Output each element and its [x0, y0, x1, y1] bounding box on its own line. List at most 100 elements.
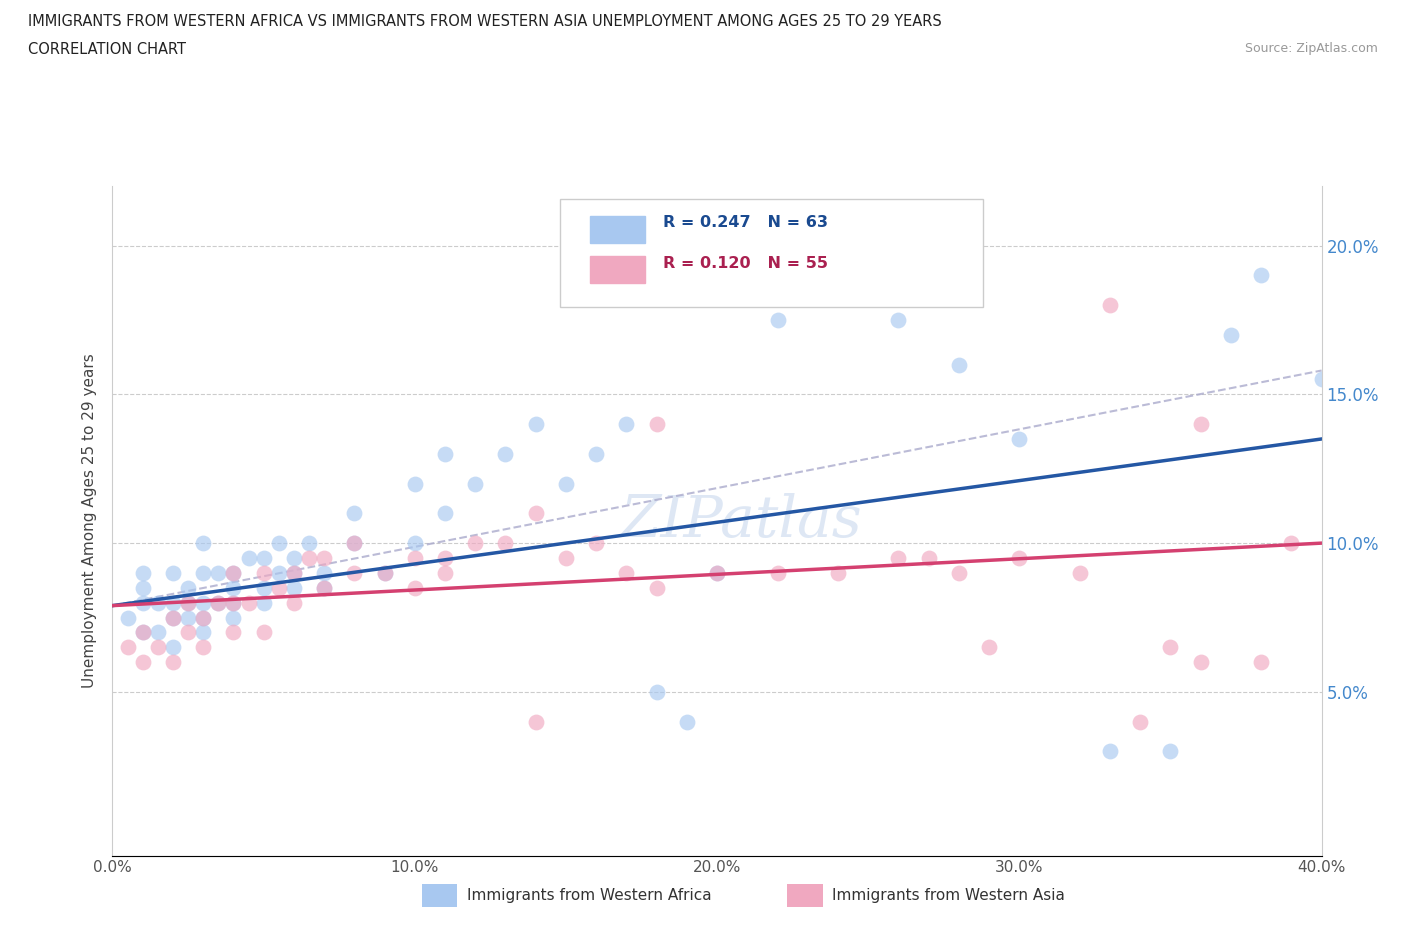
Point — [238, 551, 260, 565]
Point — [433, 446, 456, 461]
Point — [191, 595, 214, 610]
Point — [162, 595, 184, 610]
Point — [827, 565, 849, 580]
Text: Immigrants from Western Africa: Immigrants from Western Africa — [467, 887, 711, 903]
Point — [645, 580, 668, 595]
Point — [1189, 417, 1212, 432]
Point — [616, 565, 638, 580]
Point — [1008, 432, 1031, 446]
Point — [918, 551, 941, 565]
Point — [524, 714, 547, 729]
Point — [585, 446, 607, 461]
Point — [283, 580, 305, 595]
Point — [645, 684, 668, 699]
Point — [464, 476, 486, 491]
Point — [1159, 640, 1181, 655]
Point — [207, 595, 229, 610]
Point — [948, 565, 970, 580]
Point — [222, 565, 245, 580]
Point — [374, 565, 396, 580]
Point — [298, 551, 321, 565]
Text: R = 0.120   N = 55: R = 0.120 N = 55 — [662, 256, 828, 271]
Point — [314, 580, 336, 595]
Point — [343, 536, 366, 551]
Point — [1279, 536, 1302, 551]
Point — [132, 625, 155, 640]
Point — [554, 551, 576, 565]
Point — [404, 580, 426, 595]
Point — [977, 640, 1000, 655]
Point — [283, 551, 305, 565]
Point — [1220, 327, 1243, 342]
Point — [343, 536, 366, 551]
Text: IMMIGRANTS FROM WESTERN AFRICA VS IMMIGRANTS FROM WESTERN ASIA UNEMPLOYMENT AMON: IMMIGRANTS FROM WESTERN AFRICA VS IMMIGR… — [28, 14, 942, 29]
Point — [404, 476, 426, 491]
Text: Immigrants from Western Asia: Immigrants from Western Asia — [832, 887, 1066, 903]
Point — [524, 417, 547, 432]
Point — [146, 625, 169, 640]
Point — [146, 640, 169, 655]
Point — [1098, 744, 1121, 759]
Point — [1129, 714, 1152, 729]
Point — [675, 714, 697, 729]
Point — [207, 595, 229, 610]
Point — [267, 580, 290, 595]
Text: R = 0.247   N = 63: R = 0.247 N = 63 — [662, 216, 828, 231]
Point — [253, 625, 276, 640]
Point — [283, 595, 305, 610]
Point — [132, 625, 155, 640]
Point — [1250, 655, 1272, 670]
Point — [404, 536, 426, 551]
Point — [495, 536, 517, 551]
Text: Source: ZipAtlas.com: Source: ZipAtlas.com — [1244, 42, 1378, 55]
Point — [404, 551, 426, 565]
Y-axis label: Unemployment Among Ages 25 to 29 years: Unemployment Among Ages 25 to 29 years — [82, 353, 97, 688]
Point — [283, 565, 305, 580]
Point — [1250, 268, 1272, 283]
Point — [554, 476, 576, 491]
Point — [1310, 372, 1333, 387]
Point — [177, 595, 200, 610]
Point — [766, 312, 789, 327]
Point — [162, 610, 184, 625]
Point — [132, 595, 155, 610]
Point — [374, 565, 396, 580]
Point — [162, 565, 184, 580]
Point — [117, 640, 139, 655]
Point — [314, 565, 336, 580]
Point — [162, 640, 184, 655]
Point — [706, 565, 728, 580]
Point — [146, 595, 169, 610]
Point — [585, 536, 607, 551]
Point — [706, 565, 728, 580]
Point — [222, 625, 245, 640]
Point — [1098, 298, 1121, 312]
Point — [887, 312, 910, 327]
Point — [1008, 551, 1031, 565]
Point — [132, 565, 155, 580]
Text: CORRELATION CHART: CORRELATION CHART — [28, 42, 186, 57]
Point — [766, 565, 789, 580]
FancyBboxPatch shape — [591, 257, 644, 283]
Text: ZIPatlas: ZIPatlas — [620, 493, 862, 549]
Point — [283, 565, 305, 580]
Point — [343, 506, 366, 521]
Point — [191, 536, 214, 551]
Point — [191, 625, 214, 640]
Point — [314, 551, 336, 565]
Point — [222, 610, 245, 625]
Point — [222, 595, 245, 610]
FancyBboxPatch shape — [591, 216, 644, 243]
Point — [222, 580, 245, 595]
Point — [191, 565, 214, 580]
Point — [827, 283, 849, 298]
Point — [314, 580, 336, 595]
Point — [433, 506, 456, 521]
Point — [524, 506, 547, 521]
Point — [1189, 655, 1212, 670]
Point — [177, 580, 200, 595]
FancyBboxPatch shape — [560, 199, 983, 307]
Point — [162, 655, 184, 670]
Point — [238, 595, 260, 610]
Point — [177, 595, 200, 610]
